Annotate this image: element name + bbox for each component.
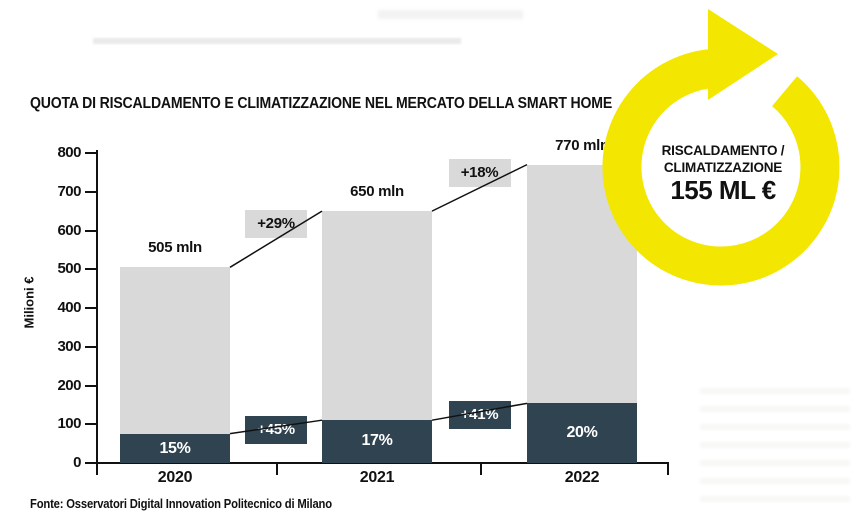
y-tick-label: 500 <box>57 260 81 278</box>
y-tick-label: 200 <box>57 376 81 394</box>
x-tick <box>479 462 482 475</box>
y-tick-label: 0 <box>73 454 81 471</box>
y-tick <box>85 190 96 193</box>
y-tick <box>85 423 96 426</box>
badge-line-1: RISCALDAMENTO / <box>661 143 785 158</box>
share-label-2020: 15% <box>159 439 191 457</box>
share-label-2022: 20% <box>566 424 598 442</box>
heating-badge: RISCALDAMENTO / CLIMATIZZAZIONE 155 ML € <box>623 142 823 204</box>
total-label-2022: 770 mln <box>555 136 609 154</box>
total-label-2020: 505 mln <box>148 239 202 257</box>
y-tick <box>85 268 96 271</box>
y-tick <box>85 384 96 387</box>
y-tick <box>85 152 96 154</box>
total-label-2021: 650 mln <box>350 183 404 201</box>
circular-arrow-ring <box>602 48 840 286</box>
growth-badge-total-1: +18% <box>448 158 511 187</box>
trend-line-heating <box>229 419 323 435</box>
x-tick <box>276 462 278 475</box>
trend-line-total <box>431 163 528 212</box>
y-tick-label: 800 <box>57 144 81 161</box>
x-tick-label-2020: 2020 <box>157 469 193 486</box>
y-tick <box>85 462 96 464</box>
source-note: Fonte: Osservatori Digital Innovation Po… <box>30 497 332 511</box>
bar-heating-2020 <box>120 433 230 463</box>
bar-heating-2022 <box>527 403 637 463</box>
badge-value: 155 ML € <box>670 175 776 205</box>
y-axis-line <box>96 150 98 475</box>
trend-line-heating <box>431 402 528 421</box>
circular-arrow-head <box>708 9 778 100</box>
y-tick <box>85 229 96 232</box>
y-tick <box>85 307 96 309</box>
badge-line-2: CLIMATIZZAZIONE <box>663 160 783 175</box>
trend-line-total <box>229 210 323 268</box>
chart-title: QUOTA DI RISCALDAMENTO E CLIMATIZZAZIONE… <box>30 95 613 112</box>
circular-arrow-icon <box>602 9 840 286</box>
x-tick <box>667 462 669 475</box>
share-label-2021: 17% <box>361 432 393 450</box>
growth-badge-total-0: +29% <box>245 210 307 239</box>
bar-heating-2021 <box>322 420 432 463</box>
y-tick-label: 100 <box>57 415 81 433</box>
x-tick-label-2021: 2021 <box>359 469 395 486</box>
y-tick-label: 700 <box>57 182 81 200</box>
bar-total-2020 <box>120 267 230 463</box>
y-tick <box>85 345 96 348</box>
x-tick-label-2022: 2022 <box>564 469 600 486</box>
y-tick-label: 600 <box>57 221 81 239</box>
y-tick-label: 400 <box>57 299 81 316</box>
x-axis-line <box>96 462 669 464</box>
y-tick-label: 300 <box>57 337 81 355</box>
